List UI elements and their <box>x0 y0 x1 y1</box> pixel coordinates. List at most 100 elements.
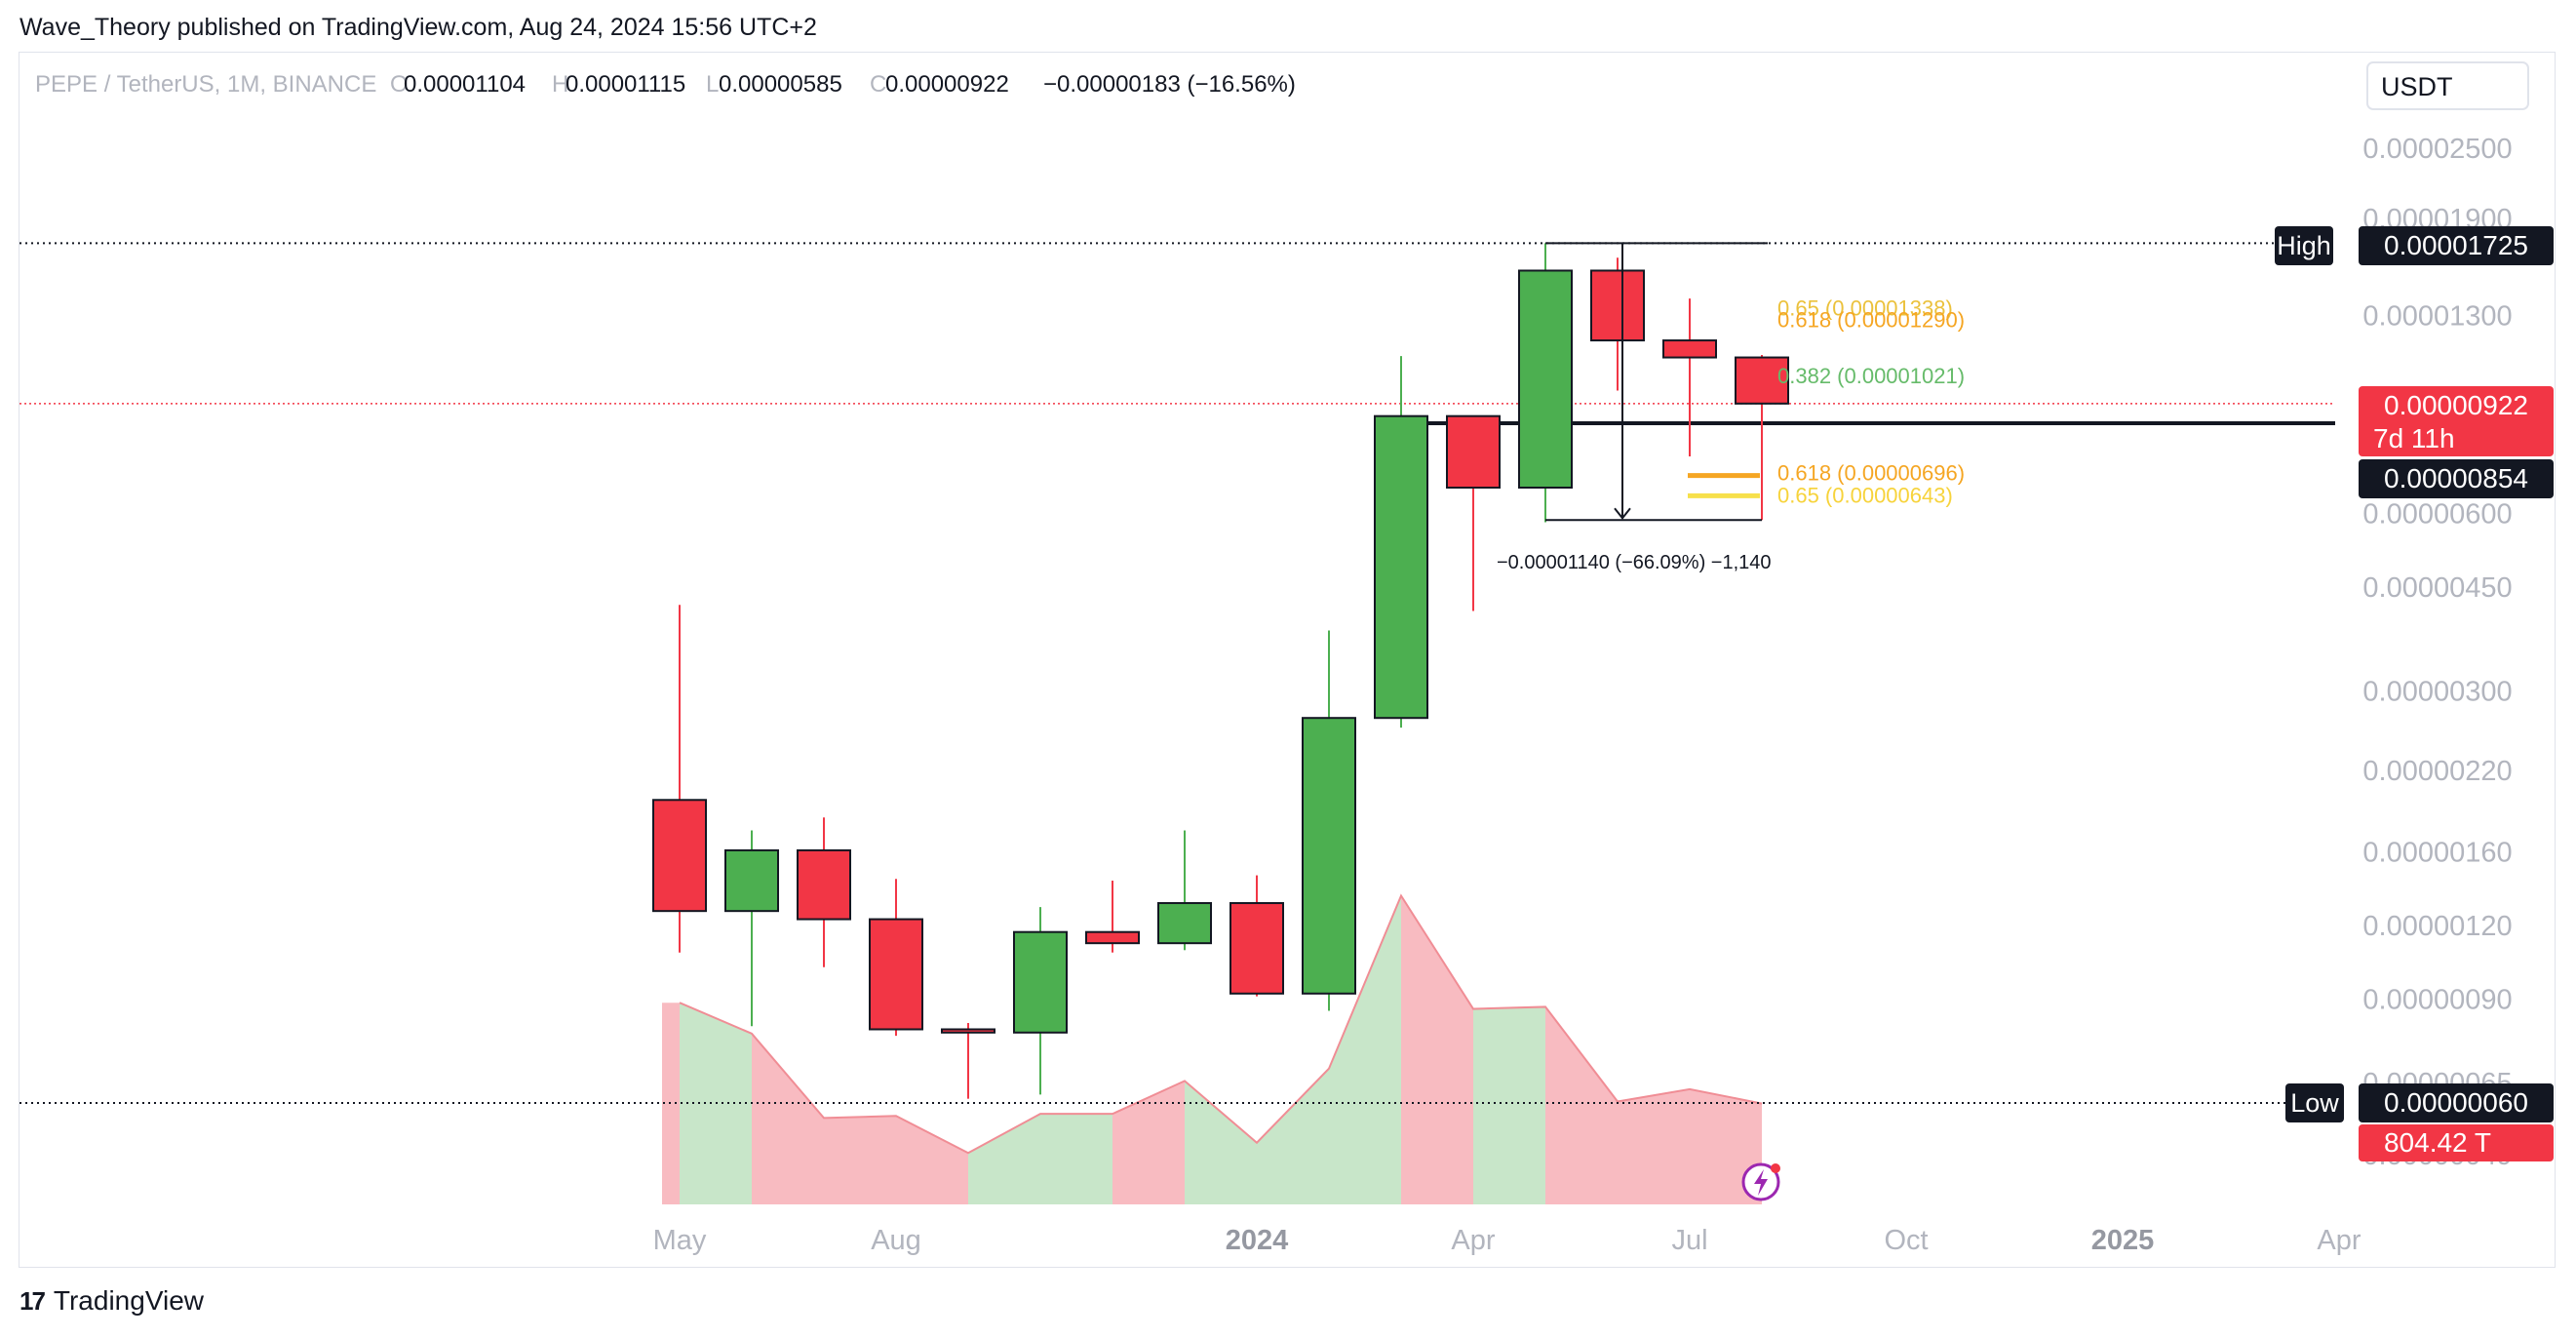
footer-brand[interactable]: 17 TradingView <box>20 1285 204 1317</box>
candle-body <box>1302 717 1356 995</box>
y-tick-label: 0.00000450 <box>2362 572 2512 604</box>
candle[interactable] <box>1590 257 1645 391</box>
candle[interactable] <box>1302 630 1356 1011</box>
candle-body <box>1446 414 1501 489</box>
low-tag-box <box>2285 1083 2344 1122</box>
candle[interactable] <box>1662 298 1717 457</box>
y-tick-label: 0.00000220 <box>2362 756 2512 787</box>
ohlc-change: −0.00000183 (−16.56%) <box>1043 71 1296 98</box>
candle[interactable] <box>1446 414 1501 611</box>
volume-area-segment <box>1401 895 1473 1204</box>
x-tick-label: Jul <box>1671 1225 1707 1256</box>
candle[interactable] <box>724 830 779 1027</box>
candle[interactable] <box>652 605 707 953</box>
y-tick-label: 0.00000090 <box>2362 985 2512 1016</box>
high-value-box <box>2359 226 2554 265</box>
x-tick-label: 2025 <box>2091 1225 2155 1256</box>
candle-body <box>1662 339 1717 359</box>
high-tag-box <box>2275 226 2333 265</box>
candle[interactable] <box>1085 881 1140 953</box>
candle[interactable] <box>1735 354 1789 521</box>
lines-layer <box>20 242 2335 1104</box>
axis-layer: 0.000025000.000019000.000013000.00000600… <box>35 71 2513 1256</box>
low-tag-label: Low <box>2290 1088 2339 1118</box>
last-price-box <box>2359 386 2554 456</box>
candle-body <box>1085 930 1140 945</box>
publisher-caption: Wave_Theory published on TradingView.com… <box>20 14 817 41</box>
candle[interactable] <box>941 1023 995 1099</box>
volume-outline <box>679 893 1763 1155</box>
ohlc-o: 0.00001104 <box>404 71 526 98</box>
ohlc-l-label: L <box>706 71 719 98</box>
y-tick-label: 0.00000160 <box>2362 838 2512 869</box>
volume-area-segment <box>752 1033 824 1204</box>
candle-body <box>1518 269 1573 489</box>
y-tick-label: 0.00002500 <box>2362 134 2512 165</box>
candle[interactable] <box>1518 243 1573 523</box>
candle[interactable] <box>869 879 923 1037</box>
candle[interactable] <box>1157 830 1212 951</box>
ohlc-l: 0.00000585 <box>719 71 842 98</box>
high-value-label: 0.00001725 <box>2384 230 2528 260</box>
support-value-box <box>2359 459 2554 498</box>
ohlc-symbol-line: PEPE / TetherUS, 1M, BINANCE <box>35 71 376 98</box>
lightning-bolt-icon <box>1754 1169 1768 1196</box>
volume-value-box <box>2359 1124 2554 1161</box>
volume-area-segment <box>1329 895 1401 1204</box>
support-value-label: 0.00000854 <box>2384 463 2528 493</box>
x-tick-label: May <box>653 1225 707 1256</box>
volume-area-segment <box>824 1116 896 1204</box>
candle-body <box>724 848 779 913</box>
low-value-box <box>2359 1083 2554 1122</box>
candle[interactable] <box>1013 907 1068 1095</box>
x-tick-label: Oct <box>1884 1225 1928 1256</box>
y-tick-label: 0.00000600 <box>2362 499 2512 531</box>
low-value-label: 0.00000060 <box>2384 1087 2528 1118</box>
candles-layer[interactable] <box>652 243 1789 1099</box>
currency-button-label: USDT <box>2381 72 2453 101</box>
fib-618-low-label: 0.618 (0.00000696) <box>1777 461 1965 486</box>
candle-body <box>652 799 707 913</box>
fib-65-low-label: 0.65 (0.00000643) <box>1777 483 1953 507</box>
measure-arrow-icon <box>1614 507 1631 520</box>
fib-65-high-label: 0.65 (0.00001338) <box>1777 296 1953 321</box>
candle-body <box>797 848 851 921</box>
tradingview-wordmark: TradingView <box>53 1285 205 1316</box>
volume-area-segment <box>1185 1081 1257 1204</box>
ohlc-h: 0.00001115 <box>566 71 685 98</box>
volume-area-segment <box>968 1114 1040 1204</box>
candle-body <box>1157 902 1212 945</box>
tradingview-logo-icon: 17 <box>20 1285 46 1316</box>
y-tick-label: 0.00001300 <box>2362 301 2512 333</box>
overlay-layer: −0.00001140 (−66.09%) −1,140 0.65 (0.0000… <box>1497 242 1965 1201</box>
currency-button[interactable] <box>2366 61 2529 110</box>
candle-body <box>1590 269 1645 342</box>
ohlc-c-label: C <box>870 71 886 98</box>
high-tag-label: High <box>2277 231 2331 260</box>
volume-area-segment <box>1112 1081 1185 1204</box>
measure-label: −0.00001140 (−66.09%) −1,140 <box>1497 552 1772 573</box>
x-tick-label: Apr <box>2317 1225 2361 1256</box>
ohlc-c: 0.00000922 <box>885 71 1009 98</box>
volume-area-segment <box>896 1116 968 1204</box>
volume-area-segment <box>1040 1114 1112 1204</box>
candle[interactable] <box>1374 356 1428 728</box>
candle-body <box>1735 356 1789 405</box>
candle-body <box>1374 414 1428 720</box>
candle-body <box>869 918 923 1031</box>
volume-area-segment <box>1257 1068 1329 1204</box>
volume-area-segment <box>1473 1006 1545 1204</box>
volume-layer <box>662 893 1763 1204</box>
notification-dot-icon <box>1771 1163 1780 1173</box>
candle-body <box>1013 930 1068 1034</box>
candle-body <box>941 1028 995 1034</box>
volume-value-label: 804.42 T <box>2384 1127 2491 1158</box>
candle[interactable] <box>1229 875 1284 997</box>
ohlc-o-label: O <box>390 71 409 98</box>
candle[interactable] <box>797 817 851 967</box>
last-price-label: 0.00000922 <box>2384 390 2528 420</box>
fib-618-high-label: 0.618 (0.00001290) <box>1777 308 1965 333</box>
ohlc-h-label: H <box>552 71 568 98</box>
